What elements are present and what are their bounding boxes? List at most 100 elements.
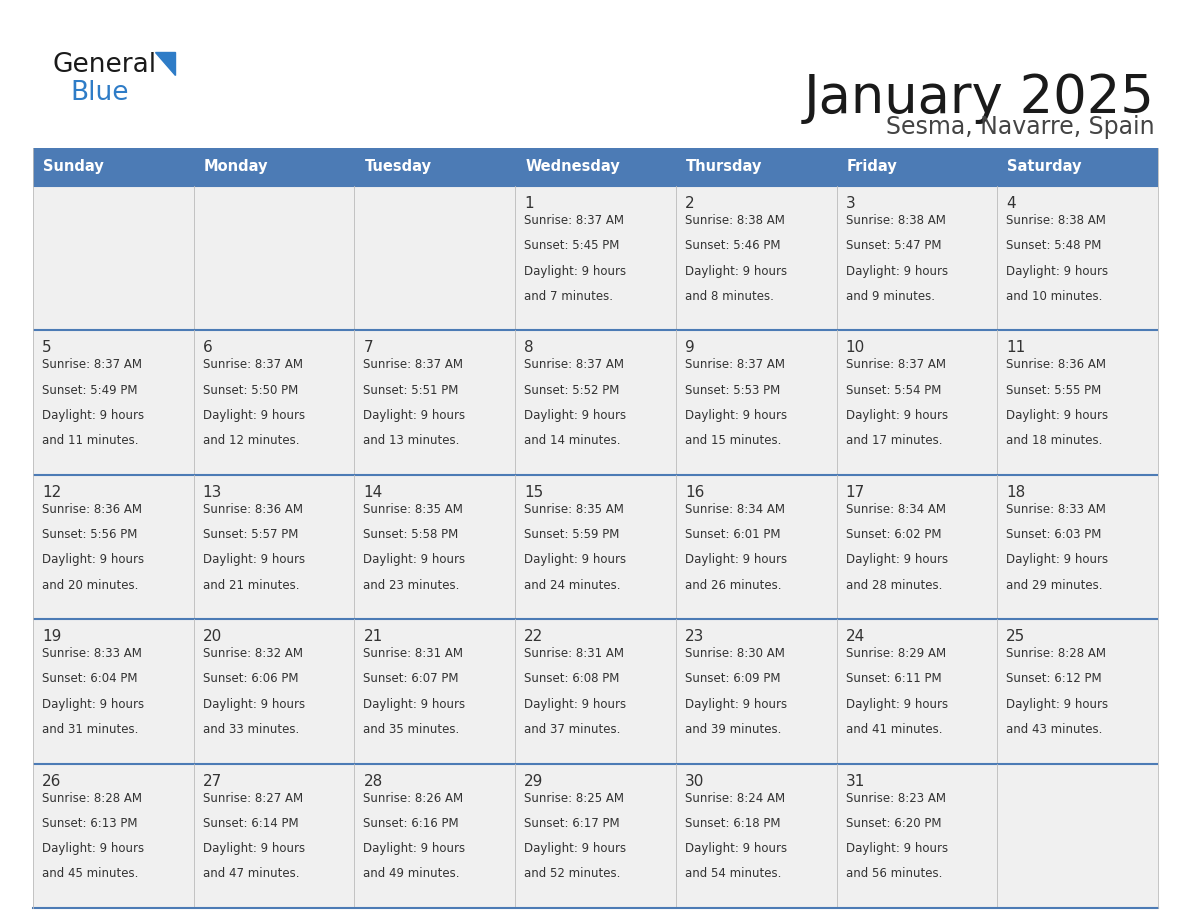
Text: 8: 8: [524, 341, 533, 355]
Text: Sunset: 5:46 PM: Sunset: 5:46 PM: [684, 240, 781, 252]
Text: Daylight: 9 hours: Daylight: 9 hours: [846, 842, 948, 856]
Text: Daylight: 9 hours: Daylight: 9 hours: [684, 554, 786, 566]
Text: and 14 minutes.: and 14 minutes.: [524, 434, 620, 447]
Text: Sesma, Navarre, Spain: Sesma, Navarre, Spain: [886, 115, 1155, 139]
Text: and 37 minutes.: and 37 minutes.: [524, 723, 620, 736]
Text: and 12 minutes.: and 12 minutes.: [203, 434, 299, 447]
Text: Sunrise: 8:35 AM: Sunrise: 8:35 AM: [364, 503, 463, 516]
Text: 21: 21: [364, 629, 383, 644]
Text: 10: 10: [846, 341, 865, 355]
Text: 7: 7: [364, 341, 373, 355]
Text: Sunset: 5:59 PM: Sunset: 5:59 PM: [524, 528, 619, 541]
Bar: [33, 764, 1158, 908]
Text: Sunrise: 8:27 AM: Sunrise: 8:27 AM: [203, 791, 303, 804]
Text: and 28 minutes.: and 28 minutes.: [846, 578, 942, 591]
Text: Daylight: 9 hours: Daylight: 9 hours: [524, 842, 626, 856]
Text: Sunrise: 8:37 AM: Sunrise: 8:37 AM: [846, 358, 946, 372]
Text: Daylight: 9 hours: Daylight: 9 hours: [524, 554, 626, 566]
Bar: [676, 148, 836, 186]
Text: and 21 minutes.: and 21 minutes.: [203, 578, 299, 591]
Polygon shape: [154, 52, 175, 75]
Text: Daylight: 9 hours: Daylight: 9 hours: [42, 698, 144, 711]
Text: Sunset: 6:11 PM: Sunset: 6:11 PM: [846, 673, 941, 686]
Text: Sunrise: 8:37 AM: Sunrise: 8:37 AM: [524, 358, 624, 372]
Text: and 47 minutes.: and 47 minutes.: [203, 868, 299, 880]
Text: Sunset: 5:48 PM: Sunset: 5:48 PM: [1006, 240, 1101, 252]
Text: Sunrise: 8:37 AM: Sunrise: 8:37 AM: [684, 358, 785, 372]
Text: 24: 24: [846, 629, 865, 644]
Text: Daylight: 9 hours: Daylight: 9 hours: [1006, 698, 1108, 711]
Text: 15: 15: [524, 485, 543, 499]
Text: 31: 31: [846, 774, 865, 789]
Text: Sunrise: 8:28 AM: Sunrise: 8:28 AM: [42, 791, 143, 804]
Text: Sunrise: 8:25 AM: Sunrise: 8:25 AM: [524, 791, 624, 804]
Text: 16: 16: [684, 485, 704, 499]
Text: 14: 14: [364, 485, 383, 499]
Text: Sunrise: 8:36 AM: Sunrise: 8:36 AM: [1006, 358, 1106, 372]
Bar: [194, 148, 354, 186]
Text: Sunset: 6:16 PM: Sunset: 6:16 PM: [364, 817, 459, 830]
Text: Sunset: 6:13 PM: Sunset: 6:13 PM: [42, 817, 138, 830]
Text: and 45 minutes.: and 45 minutes.: [42, 868, 138, 880]
Text: Sunset: 6:12 PM: Sunset: 6:12 PM: [1006, 673, 1102, 686]
Text: and 54 minutes.: and 54 minutes.: [684, 868, 782, 880]
Text: 11: 11: [1006, 341, 1025, 355]
Bar: [997, 148, 1158, 186]
Text: and 8 minutes.: and 8 minutes.: [684, 290, 773, 303]
Bar: [33, 148, 194, 186]
Text: Sunset: 5:45 PM: Sunset: 5:45 PM: [524, 240, 619, 252]
Text: Sunset: 6:01 PM: Sunset: 6:01 PM: [684, 528, 781, 541]
Text: Sunrise: 8:32 AM: Sunrise: 8:32 AM: [203, 647, 303, 660]
Text: Sunday: Sunday: [43, 160, 103, 174]
Text: Daylight: 9 hours: Daylight: 9 hours: [364, 842, 466, 856]
Text: Sunset: 6:02 PM: Sunset: 6:02 PM: [846, 528, 941, 541]
Text: 1: 1: [524, 196, 533, 211]
Text: and 31 minutes.: and 31 minutes.: [42, 723, 138, 736]
Text: Sunrise: 8:31 AM: Sunrise: 8:31 AM: [524, 647, 624, 660]
Text: Sunset: 6:08 PM: Sunset: 6:08 PM: [524, 673, 619, 686]
Text: Sunrise: 8:28 AM: Sunrise: 8:28 AM: [1006, 647, 1106, 660]
Text: January 2025: January 2025: [804, 72, 1155, 124]
Text: Monday: Monday: [203, 160, 268, 174]
Text: Daylight: 9 hours: Daylight: 9 hours: [1006, 554, 1108, 566]
Text: 3: 3: [846, 196, 855, 211]
Text: Sunrise: 8:30 AM: Sunrise: 8:30 AM: [684, 647, 785, 660]
Text: Daylight: 9 hours: Daylight: 9 hours: [203, 409, 305, 422]
Text: Sunrise: 8:26 AM: Sunrise: 8:26 AM: [364, 791, 463, 804]
Bar: [516, 148, 676, 186]
Text: Sunrise: 8:24 AM: Sunrise: 8:24 AM: [684, 791, 785, 804]
Bar: [33, 186, 1158, 330]
Text: Sunrise: 8:37 AM: Sunrise: 8:37 AM: [524, 214, 624, 227]
Text: and 15 minutes.: and 15 minutes.: [684, 434, 782, 447]
Text: Sunset: 6:14 PM: Sunset: 6:14 PM: [203, 817, 298, 830]
Text: Blue: Blue: [70, 80, 128, 106]
Text: 6: 6: [203, 341, 213, 355]
Text: 22: 22: [524, 629, 543, 644]
Text: Thursday: Thursday: [685, 160, 763, 174]
Text: 28: 28: [364, 774, 383, 789]
Text: Daylight: 9 hours: Daylight: 9 hours: [684, 409, 786, 422]
Text: Sunrise: 8:31 AM: Sunrise: 8:31 AM: [364, 647, 463, 660]
Text: Sunrise: 8:29 AM: Sunrise: 8:29 AM: [846, 647, 946, 660]
Text: Daylight: 9 hours: Daylight: 9 hours: [42, 409, 144, 422]
Text: and 39 minutes.: and 39 minutes.: [684, 723, 782, 736]
Text: Sunset: 5:49 PM: Sunset: 5:49 PM: [42, 384, 138, 397]
Text: and 10 minutes.: and 10 minutes.: [1006, 290, 1102, 303]
Text: Daylight: 9 hours: Daylight: 9 hours: [846, 264, 948, 277]
Text: and 18 minutes.: and 18 minutes.: [1006, 434, 1102, 447]
Text: Sunset: 6:09 PM: Sunset: 6:09 PM: [684, 673, 781, 686]
Text: Sunset: 5:56 PM: Sunset: 5:56 PM: [42, 528, 138, 541]
Text: Sunset: 5:57 PM: Sunset: 5:57 PM: [203, 528, 298, 541]
Text: Sunrise: 8:33 AM: Sunrise: 8:33 AM: [42, 647, 141, 660]
Text: Daylight: 9 hours: Daylight: 9 hours: [1006, 264, 1108, 277]
Text: General: General: [52, 52, 156, 78]
Text: Sunrise: 8:34 AM: Sunrise: 8:34 AM: [846, 503, 946, 516]
Text: and 20 minutes.: and 20 minutes.: [42, 578, 138, 591]
Text: Saturday: Saturday: [1007, 160, 1082, 174]
Text: and 9 minutes.: and 9 minutes.: [846, 290, 935, 303]
Text: and 11 minutes.: and 11 minutes.: [42, 434, 139, 447]
Text: 4: 4: [1006, 196, 1016, 211]
Text: Sunset: 6:17 PM: Sunset: 6:17 PM: [524, 817, 620, 830]
Text: 30: 30: [684, 774, 704, 789]
Text: and 43 minutes.: and 43 minutes.: [1006, 723, 1102, 736]
